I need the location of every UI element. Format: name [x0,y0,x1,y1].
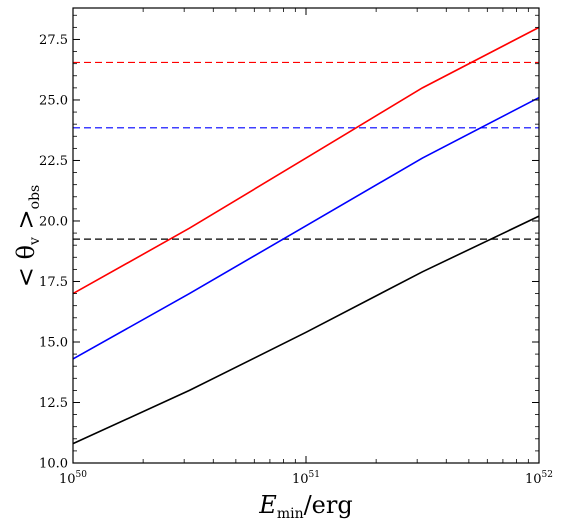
y-tick-label: 15.0 [39,335,68,350]
x-tick-label: 1051 [292,470,320,487]
y-tick-label: 25.0 [39,93,68,108]
series-line-2 [72,215,540,445]
x-axis-label: Emin/erg [258,491,352,522]
x-tick-label: 1052 [525,470,553,487]
y-tick-label: 17.5 [39,275,68,290]
y-tick-label: 12.5 [39,396,68,411]
y-tick-label: 27.5 [39,33,68,48]
plot-content [72,26,540,445]
plot-frame [72,7,540,464]
series-line-0 [72,26,540,295]
x-tick-label: 1050 [59,470,87,487]
y-axis-label: < θv >obs [12,185,43,287]
y-tick-label: 10.0 [39,457,68,472]
y-tick-label: 20.0 [39,214,68,229]
y-tick-label: 22.5 [39,154,68,169]
series-line-1 [72,96,540,360]
ticks: 10.0 12.5 15.0 17.5 20.0 22.5 25.0 27.5 1050 1051… [39,8,553,487]
